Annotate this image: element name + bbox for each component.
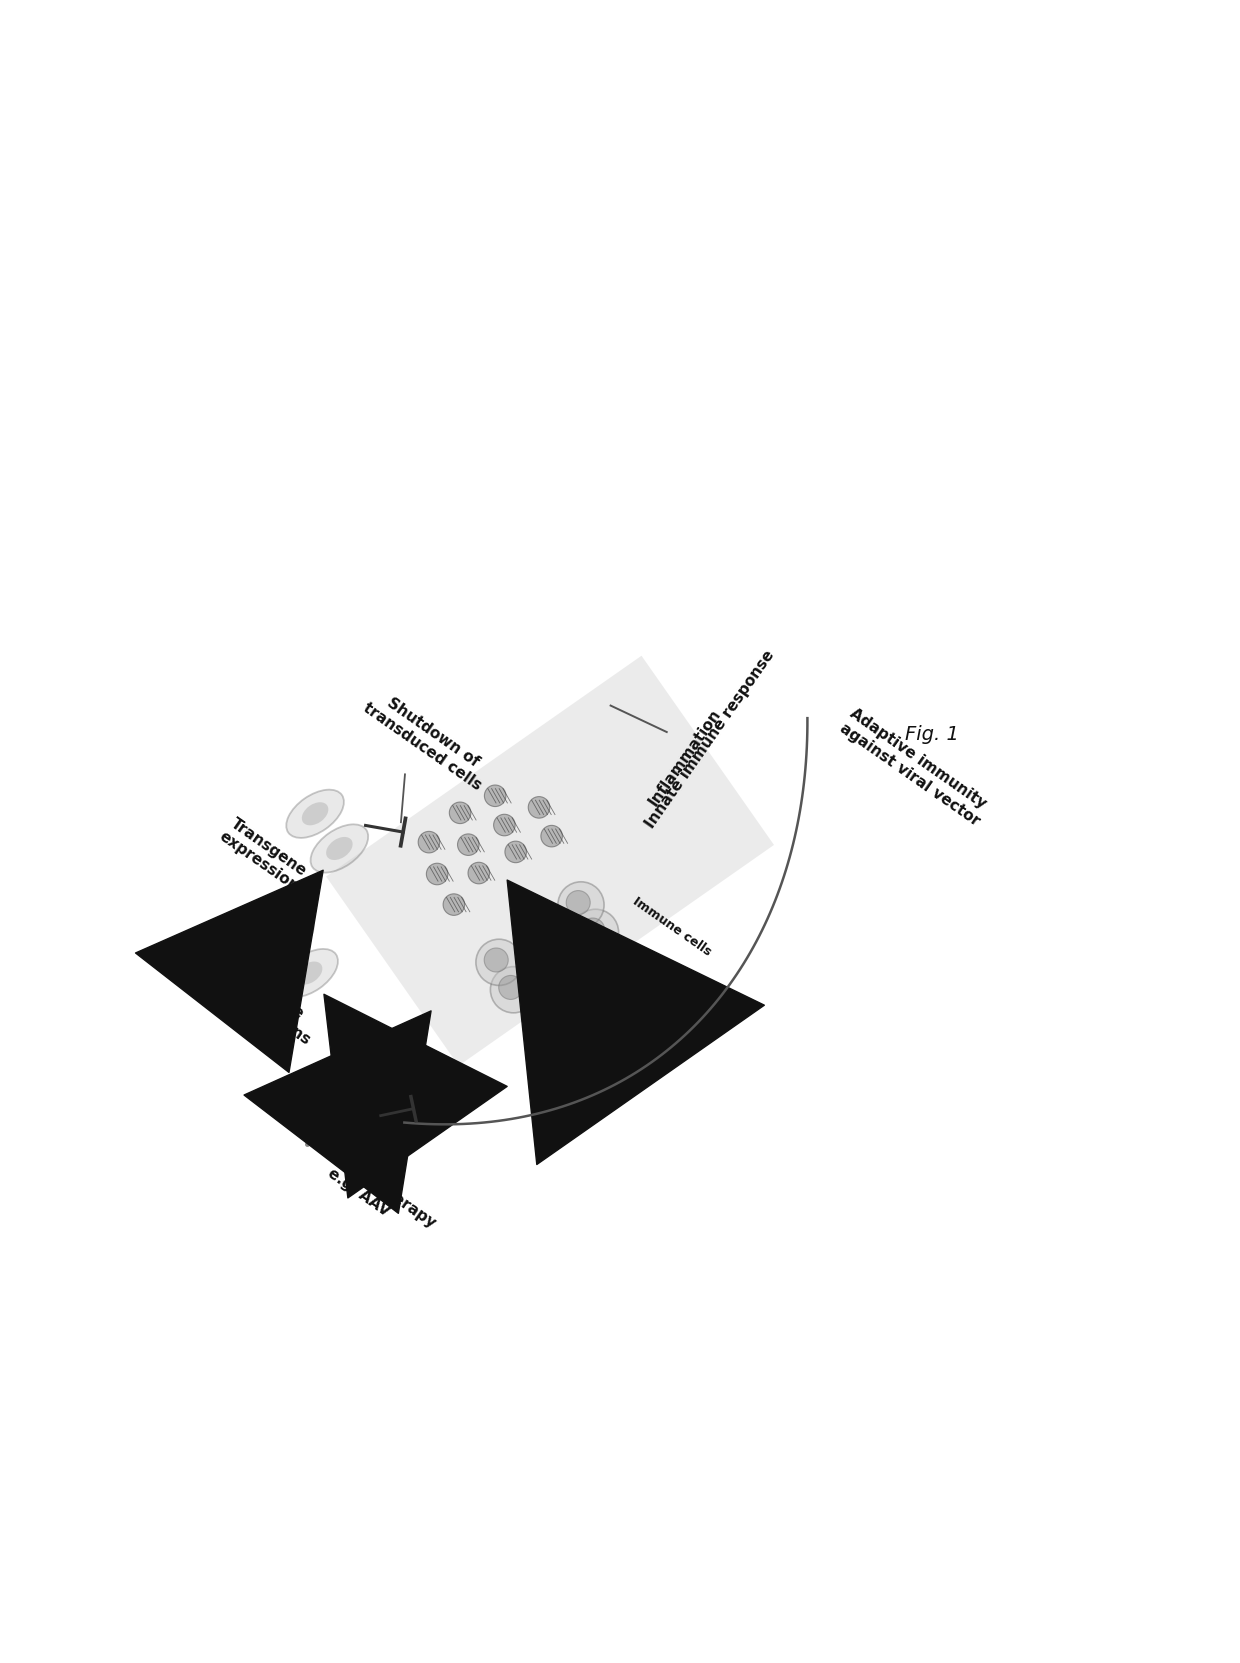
Circle shape [485, 785, 506, 807]
Circle shape [357, 1103, 392, 1137]
Text: Shutdown of
transduced cells: Shutdown of transduced cells [361, 687, 495, 793]
Ellipse shape [255, 915, 314, 963]
Circle shape [580, 918, 605, 941]
Ellipse shape [280, 950, 339, 998]
Circle shape [528, 797, 549, 818]
Ellipse shape [326, 836, 352, 860]
Circle shape [542, 950, 565, 975]
Circle shape [573, 910, 619, 956]
Circle shape [443, 893, 465, 915]
Ellipse shape [286, 790, 343, 838]
Ellipse shape [301, 802, 329, 825]
Circle shape [467, 863, 490, 883]
Ellipse shape [272, 926, 298, 950]
Text: Target tissue
e.g. liver, neurons: Target tissue e.g. liver, neurons [179, 933, 324, 1048]
Ellipse shape [310, 825, 368, 873]
Circle shape [558, 881, 604, 928]
Circle shape [505, 841, 527, 863]
Circle shape [520, 913, 565, 960]
Circle shape [484, 948, 508, 971]
Circle shape [494, 815, 515, 836]
Text: Adaptive immunity
against viral vector: Adaptive immunity against viral vector [837, 707, 992, 828]
Text: Transgene
expression: Transgene expression [216, 815, 311, 895]
Text: Fig. 1: Fig. 1 [905, 725, 959, 743]
Circle shape [567, 891, 590, 915]
Circle shape [418, 832, 440, 853]
Text: Innate immune response: Innate immune response [642, 649, 777, 832]
Circle shape [449, 802, 471, 823]
Circle shape [427, 863, 448, 885]
Ellipse shape [296, 961, 322, 984]
Text: Viral gene therapy
e.g. AAV: Viral gene therapy e.g. AAV [289, 1126, 439, 1246]
Text: Immune cells: Immune cells [631, 895, 714, 960]
Circle shape [458, 833, 479, 855]
Polygon shape [326, 655, 774, 1066]
Circle shape [306, 1099, 348, 1141]
Circle shape [527, 923, 552, 946]
Text: Inflammation: Inflammation [646, 707, 723, 808]
Circle shape [490, 966, 537, 1013]
Circle shape [498, 976, 523, 999]
Circle shape [533, 941, 580, 988]
Circle shape [476, 940, 522, 986]
Circle shape [541, 825, 563, 846]
